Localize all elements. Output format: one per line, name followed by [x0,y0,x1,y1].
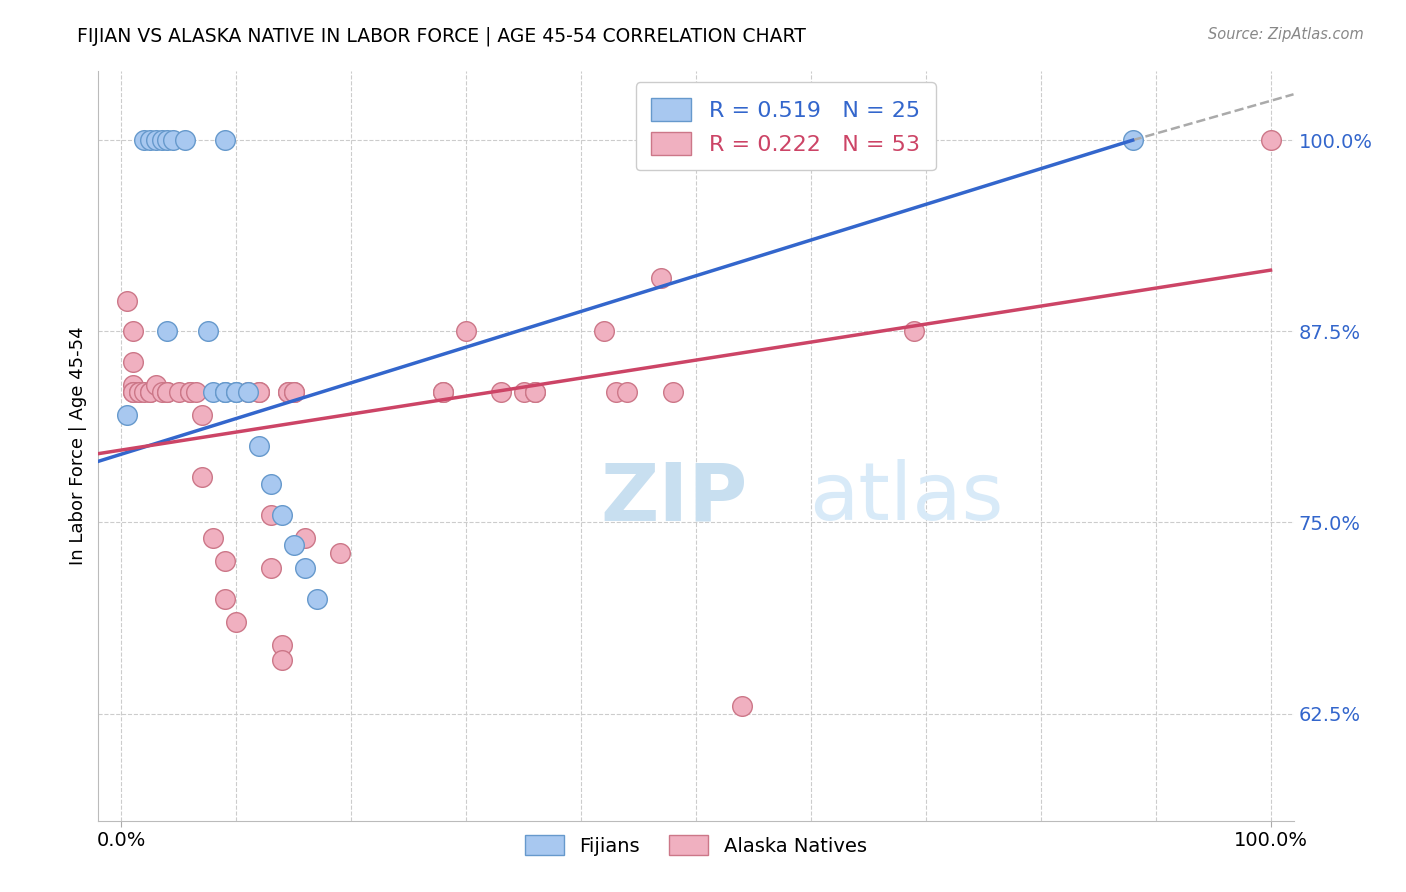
Point [134,385,156,400]
Point [247,385,270,400]
Point [173,133,195,147]
Point [593,324,616,338]
Point [214,385,236,400]
Point [162,133,184,147]
Point [128,385,150,400]
Point [432,385,454,400]
Point [605,385,627,400]
Point [156,385,179,400]
Point [179,385,201,400]
Point [225,615,247,629]
Point [456,324,478,338]
Point [156,385,179,400]
Y-axis label: In Labor Force | Age 45-54: In Labor Force | Age 45-54 [69,326,87,566]
Text: atlas: atlas [810,459,1004,538]
Point [903,324,925,338]
Point [260,477,283,491]
Point [122,377,145,392]
Point [202,531,225,545]
Point [236,385,259,400]
Point [329,546,352,560]
Point [145,133,167,147]
Point [1260,133,1282,147]
Point [197,324,219,338]
Legend: Fijians, Alaska Natives: Fijians, Alaska Natives [517,827,875,863]
Point [214,385,236,400]
Point [115,293,138,308]
Point [139,385,162,400]
Text: ZIP: ZIP [600,459,748,538]
Point [122,385,145,400]
Point [731,698,754,713]
Point [283,385,305,400]
Point [294,561,316,575]
Point [489,385,512,400]
Point [524,385,547,400]
Point [202,385,225,400]
Point [662,385,685,400]
Point [271,653,294,667]
Point [650,270,672,285]
Point [122,355,145,369]
Point [294,531,316,545]
Text: Source: ZipAtlas.com: Source: ZipAtlas.com [1208,27,1364,42]
Text: FIJIAN VS ALASKA NATIVE IN LABOR FORCE | AGE 45-54 CORRELATION CHART: FIJIAN VS ALASKA NATIVE IN LABOR FORCE |… [77,27,806,46]
Point [512,385,534,400]
Point [277,385,299,400]
Point [247,385,270,400]
Point [122,324,145,338]
Point [150,385,173,400]
Point [260,508,283,522]
Point [1122,133,1144,147]
Point [283,385,305,400]
Point [225,385,247,400]
Point [214,591,236,606]
Point [150,133,173,147]
Point [524,385,547,400]
Point [167,385,190,400]
Point [236,385,259,400]
Point [271,638,294,652]
Point [191,409,214,423]
Point [277,385,299,400]
Point [283,538,305,552]
Point [225,385,247,400]
Point [122,385,145,400]
Point [191,469,214,483]
Point [271,508,294,522]
Point [616,385,638,400]
Point [139,133,162,147]
Point [139,385,162,400]
Point [214,133,236,147]
Point [115,409,138,423]
Point [858,133,880,147]
Point [179,385,201,400]
Point [145,377,167,392]
Point [134,133,156,147]
Point [432,385,454,400]
Point [128,385,150,400]
Point [305,591,328,606]
Point [184,385,207,400]
Point [214,554,236,568]
Point [156,324,179,338]
Point [260,561,283,575]
Point [247,439,270,453]
Point [156,133,179,147]
